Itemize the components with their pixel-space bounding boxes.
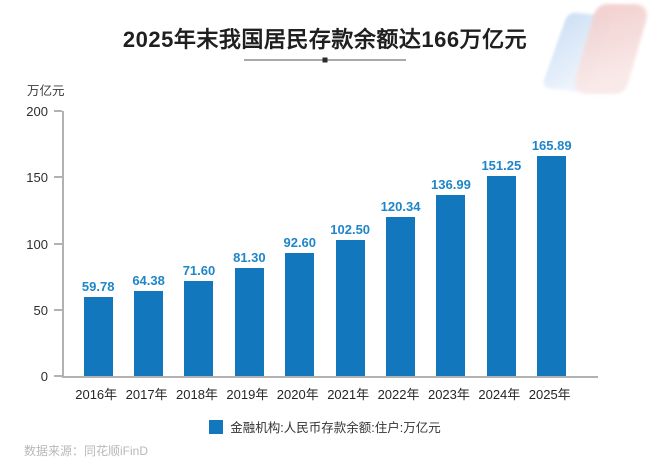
y-tick-mark — [54, 110, 62, 112]
bar-column: 92.60 — [275, 111, 325, 376]
bar — [234, 268, 264, 376]
legend-label: 金融机构:人民币存款余额:住户:万亿元 — [230, 421, 441, 435]
legend-swatch — [209, 419, 224, 434]
x-axis-label: 2021年 — [327, 387, 370, 402]
bar — [436, 194, 466, 376]
x-axis-label: 2024年 — [478, 387, 521, 402]
x-axis-label: 2016年 — [75, 387, 118, 402]
y-tick-label: 50 — [33, 302, 48, 318]
y-tick-mark — [54, 242, 62, 245]
bar-value-label: 102.50 — [330, 222, 371, 238]
bar-column: 102.50 — [325, 111, 375, 376]
bar — [285, 253, 315, 376]
bar — [537, 156, 567, 376]
bar-value-label: 81.30 — [233, 250, 266, 266]
data-source: 数据来源：同花顺iFinD — [24, 444, 149, 458]
bar-value-label: 71.60 — [182, 263, 216, 279]
legend: 金融机构:人民币存款余额:住户:万亿元 — [0, 417, 650, 436]
bar — [335, 240, 365, 376]
y-tick-label: 200 — [26, 104, 48, 119]
title-divider — [244, 57, 406, 63]
bar-column: 64.38 — [123, 111, 173, 376]
y-tick-label: 0 — [40, 369, 48, 384]
bar-value-label: 92.60 — [283, 235, 317, 251]
x-axis-label: 2018年 — [176, 387, 218, 402]
bar-column: 59.78 — [73, 111, 123, 376]
x-axis-label: 2017年 — [125, 387, 168, 402]
title-divider-dot — [322, 57, 328, 63]
bar-value-label: 64.38 — [132, 272, 165, 288]
page-title: 2025年末我国居民存款余额达166万亿元 — [122, 27, 528, 52]
bar — [83, 296, 113, 376]
x-axis-label: 2023年 — [427, 387, 470, 402]
bar — [134, 290, 164, 376]
bar — [386, 216, 416, 376]
bar-column: 81.30 — [224, 111, 274, 376]
x-axis-label: 2019年 — [226, 387, 269, 402]
bar-value-label: 136.99 — [431, 176, 471, 192]
x-axis-labels: 2016年 2017年 2018年 2019年 2020年 2021年 2022年 2023年… — [62, 384, 598, 403]
bar-value-label: 59.78 — [81, 278, 115, 294]
bar — [184, 281, 214, 376]
bar-value-label: 165.89 — [531, 138, 572, 154]
bar-column: 71.60 — [174, 111, 224, 376]
x-axis-label: 2025年 — [528, 387, 571, 402]
y-tick-label: 100 — [26, 236, 48, 252]
bar-column: 165.89 — [527, 111, 577, 376]
y-axis-unit-label: 万亿元 — [27, 84, 65, 98]
bar-column: 151.25 — [476, 111, 526, 376]
bar-value-label: 120.34 — [380, 198, 421, 214]
y-tick-mark — [54, 176, 62, 179]
bar-value-label: 151.25 — [481, 157, 522, 173]
y-tick-mark — [54, 375, 62, 377]
bar-column: 120.34 — [375, 111, 425, 376]
y-tick-label: 150 — [26, 170, 48, 186]
bar — [486, 175, 516, 376]
x-axis-label: 2020年 — [276, 387, 319, 402]
x-axis-label: 2022年 — [377, 387, 420, 402]
plot-area: 59.78 64.38 71.60 81.30 92.60 102.50 120.34 136… — [54, 110, 598, 378]
bar-column: 136.99 — [426, 111, 476, 376]
y-tick-mark — [54, 308, 62, 311]
y-axis: 0 50 100 150 200 — [0, 104, 50, 384]
